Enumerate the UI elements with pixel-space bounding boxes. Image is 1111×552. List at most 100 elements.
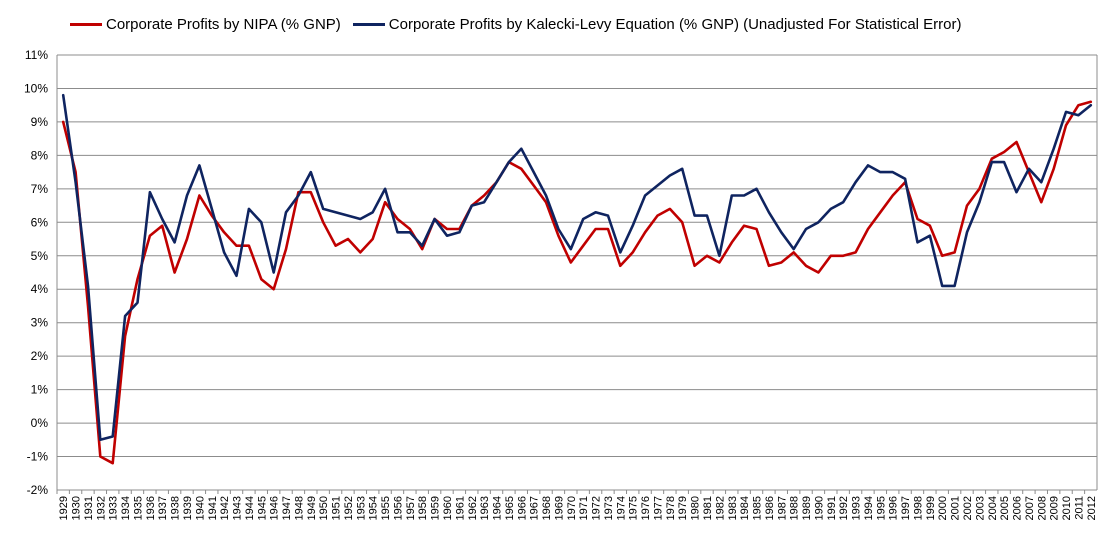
x-tick-label: 1972	[591, 496, 603, 520]
x-tick-label: 1948	[293, 496, 305, 520]
x-tick-label: 1932	[95, 496, 107, 520]
x-tick-label: 1974	[615, 496, 627, 520]
x-tick-label: 1955	[380, 496, 392, 520]
x-tick-label: 1994	[863, 496, 875, 520]
x-tick-label: 1939	[182, 496, 194, 520]
x-tick-label: 1944	[244, 496, 256, 520]
legend-item-kalecki-levy: Corporate Profits by Kalecki-Levy Equati…	[352, 15, 962, 33]
x-tick-label: 1965	[504, 496, 516, 520]
y-tick-label: 11%	[25, 48, 48, 62]
x-tick-label: 1987	[776, 496, 788, 520]
x-tick-label: 1936	[145, 496, 157, 520]
x-tick-label: 1990	[813, 496, 825, 520]
y-tick-label: 4%	[31, 282, 49, 296]
x-tick-label: 1959	[430, 496, 442, 520]
x-tick-label: 1996	[888, 496, 900, 520]
x-tick-label: 1967	[529, 496, 541, 520]
x-tick-label: 1989	[801, 496, 813, 520]
x-tick-label: 1977	[652, 496, 664, 520]
x-tick-label: 1985	[752, 496, 764, 520]
x-tick-label: 1975	[628, 496, 640, 520]
x-tick-label: 1973	[603, 496, 615, 520]
legend-swatch-kalecki-levy	[352, 22, 385, 26]
x-tick-label: 1952	[343, 496, 355, 520]
x-tick-label: 2001	[950, 496, 962, 520]
x-tick-label: 1958	[417, 496, 429, 520]
y-tick-label: 7%	[31, 182, 49, 196]
x-tick-label: 1953	[355, 496, 367, 520]
x-tick-label: 1933	[108, 496, 120, 520]
x-tick-label: 1956	[392, 496, 404, 520]
y-tick-label: 3%	[31, 316, 49, 330]
x-tick-label: 2005	[999, 496, 1011, 520]
x-tick-label: 1976	[640, 496, 652, 520]
x-tick-label: 1978	[665, 496, 677, 520]
series-line-kalecki-levy	[61, 93, 1093, 442]
x-tick-label: 1997	[900, 496, 912, 520]
y-tick-label: 10%	[24, 81, 48, 95]
x-tick-label: 2003	[974, 496, 986, 520]
y-tick-label: 9%	[31, 115, 49, 129]
x-tick-label: 1942	[219, 496, 231, 520]
x-tick-label: 1962	[467, 496, 479, 520]
legend-swatch-nipa	[70, 22, 102, 26]
legend-label-nipa: Corporate Profits by NIPA (% GNP)	[106, 15, 341, 33]
x-tick-label: 1946	[269, 496, 281, 520]
x-tick-label: 1991	[826, 496, 838, 520]
x-tick-label: 1992	[838, 496, 850, 520]
x-tick-label: 1971	[578, 496, 590, 520]
x-tick-label: 1988	[789, 496, 801, 520]
x-tick-label: 1983	[727, 496, 739, 520]
x-tick-label: 1984	[739, 496, 751, 520]
x-tick-label: 1999	[925, 496, 937, 520]
x-tick-label: 2008	[1036, 496, 1048, 520]
x-tick-label: 1979	[677, 496, 689, 520]
x-tick-label: 2000	[937, 496, 949, 520]
x-tick-label: 2006	[1012, 496, 1024, 520]
x-tick-label: 1964	[492, 496, 504, 520]
x-tick-label: 1995	[875, 496, 887, 520]
y-tick-label: 6%	[31, 215, 49, 229]
x-tick-label: 1981	[702, 496, 714, 520]
x-tick-label: 1960	[442, 496, 454, 520]
x-tick-label: 2010	[1061, 496, 1073, 520]
x-tick-label: 2002	[962, 496, 974, 520]
x-tick-label: 1969	[553, 496, 565, 520]
y-tick-label: 1%	[31, 383, 49, 397]
x-tick-label: 1938	[170, 496, 182, 520]
legend-label-kalecki-levy: Corporate Profits by Kalecki-Levy Equati…	[388, 15, 962, 33]
x-tick-label: 2004	[987, 496, 999, 520]
x-tick-label: 1951	[331, 496, 343, 520]
y-tick-label: -2%	[27, 483, 49, 497]
x-tick-label: 1937	[157, 496, 169, 520]
x-tick-label: 2011	[1073, 496, 1085, 520]
y-tick-label: 2%	[31, 349, 49, 363]
series-line-nipa	[61, 100, 1093, 465]
x-tick-label: 2012	[1086, 496, 1098, 520]
x-tick-label: 1963	[479, 496, 491, 520]
x-tick-label: 1943	[232, 496, 244, 520]
x-tick-label: 1930	[71, 496, 83, 520]
x-tick-label: 2009	[1049, 496, 1061, 520]
x-tick-label: 1970	[566, 496, 578, 520]
x-tick-label: 1982	[714, 496, 726, 520]
x-tick-label: 1935	[132, 496, 144, 520]
x-tick-label: 1945	[256, 496, 268, 520]
x-tick-label: 1986	[764, 496, 776, 520]
x-tick-label: 1941	[207, 496, 219, 520]
x-tick-label: 1968	[541, 496, 553, 520]
y-tick-label: -1%	[27, 450, 49, 464]
x-tick-label: 1931	[83, 496, 95, 520]
y-tick-label: 0%	[31, 416, 49, 430]
x-tick-label: 1949	[306, 496, 318, 520]
x-tick-label: 2007	[1024, 496, 1036, 520]
x-tick-label: 1957	[405, 496, 417, 520]
x-tick-label: 1950	[318, 496, 330, 520]
x-tick-label: 1954	[368, 496, 380, 520]
x-tick-label: 1966	[516, 496, 528, 520]
chart-legend: Corporate Profits by NIPA (% GNP) Corpor…	[70, 12, 974, 36]
x-tick-label: 1980	[690, 496, 702, 520]
legend-item-nipa: Corporate Profits by NIPA (% GNP)	[70, 16, 341, 33]
